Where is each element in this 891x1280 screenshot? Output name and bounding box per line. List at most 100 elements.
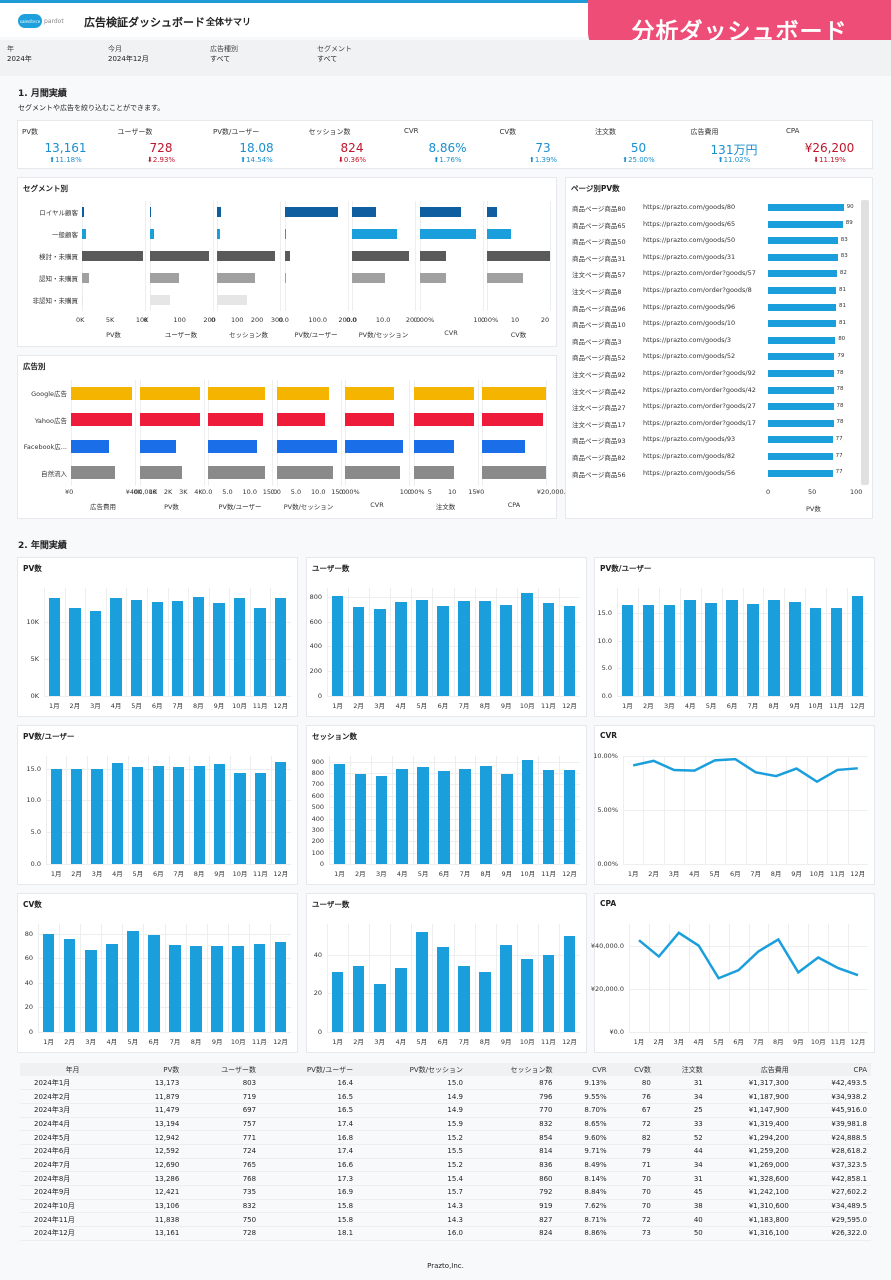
bar[interactable] (419, 273, 447, 283)
series-line[interactable] (638, 931, 859, 980)
bar[interactable] (50, 768, 62, 864)
bar[interactable] (217, 229, 220, 239)
bar[interactable] (213, 603, 225, 696)
bar[interactable] (521, 958, 534, 1032)
bar[interactable] (208, 386, 265, 400)
bar[interactable] (684, 599, 696, 696)
bar[interactable] (149, 273, 180, 283)
bar[interactable] (373, 609, 386, 696)
bar[interactable] (396, 769, 408, 864)
bar[interactable] (663, 604, 676, 696)
bar[interactable] (71, 386, 132, 400)
bar[interactable] (82, 251, 144, 261)
bar[interactable] (213, 764, 226, 864)
page-pv-bar[interactable] (768, 336, 836, 344)
bar[interactable] (413, 386, 475, 400)
bar[interactable] (487, 251, 550, 261)
bar[interactable] (82, 207, 85, 217)
bar[interactable] (169, 944, 181, 1032)
page-pv-bar[interactable] (768, 237, 838, 245)
bar[interactable] (416, 931, 428, 1032)
bar[interactable] (419, 251, 447, 261)
bar[interactable] (482, 466, 546, 480)
series-line[interactable] (632, 757, 858, 784)
page-pv-bar[interactable] (768, 287, 837, 294)
page-pv-bar[interactable] (768, 303, 837, 311)
bar[interactable] (438, 771, 450, 864)
bar[interactable] (352, 966, 365, 1032)
bar[interactable] (173, 767, 185, 864)
bar[interactable] (132, 767, 144, 864)
page-pv-bar[interactable] (768, 453, 833, 460)
bar[interactable] (345, 386, 394, 400)
bar[interactable] (642, 604, 655, 696)
bar[interactable] (217, 251, 275, 261)
bar[interactable] (345, 466, 400, 480)
bar[interactable] (621, 605, 634, 696)
bar[interactable] (82, 273, 89, 283)
bar[interactable] (217, 273, 255, 283)
page-pv-bar[interactable] (768, 204, 844, 211)
bar[interactable] (139, 413, 201, 427)
page-pv-bar[interactable] (768, 220, 843, 228)
bar[interactable] (419, 229, 477, 239)
bar[interactable] (563, 935, 576, 1032)
bar[interactable] (419, 207, 462, 217)
bar[interactable] (352, 606, 365, 696)
bar[interactable] (89, 610, 102, 696)
page-pv-bar[interactable] (768, 353, 835, 361)
bar[interactable] (71, 769, 83, 864)
bar[interactable] (500, 604, 512, 696)
bar[interactable] (275, 762, 287, 864)
bar[interactable] (394, 968, 407, 1032)
page-pv-bar[interactable] (768, 436, 833, 444)
bar[interactable] (193, 766, 205, 864)
bar[interactable] (459, 768, 471, 864)
bar[interactable] (69, 607, 81, 696)
filter-month[interactable]: 今月 2024年12月 (108, 44, 149, 64)
page-pv-bar[interactable] (768, 270, 837, 278)
bar[interactable] (352, 207, 376, 217)
bar[interactable] (479, 972, 491, 1032)
bar[interactable] (190, 946, 202, 1032)
bar[interactable] (809, 608, 822, 696)
page-pv-bar[interactable] (768, 370, 834, 377)
filter-year[interactable]: 年 2024年 (7, 44, 32, 64)
bar[interactable] (501, 773, 513, 864)
bar[interactable] (394, 602, 407, 696)
bar[interactable] (148, 935, 160, 1032)
bar[interactable] (563, 770, 576, 864)
bar[interactable] (130, 599, 143, 696)
bar[interactable] (149, 229, 154, 239)
bar[interactable] (254, 773, 266, 864)
bar[interactable] (352, 251, 409, 261)
bar[interactable] (482, 386, 546, 400)
bar[interactable] (345, 439, 403, 453)
bar[interactable] (284, 207, 339, 217)
scrollbar[interactable] (861, 200, 869, 485)
bar[interactable] (48, 597, 60, 696)
bar[interactable] (284, 229, 287, 239)
bar[interactable] (192, 597, 205, 696)
page-pv-bar[interactable] (768, 469, 833, 477)
bar[interactable] (413, 439, 455, 453)
bar[interactable] (333, 764, 346, 864)
bar[interactable] (768, 600, 780, 696)
bar[interactable] (284, 251, 290, 261)
bar[interactable] (413, 466, 455, 480)
bar[interactable] (91, 769, 103, 864)
bar[interactable] (830, 608, 843, 696)
bar[interactable] (208, 413, 263, 427)
bar[interactable] (71, 439, 109, 453)
bar[interactable] (563, 605, 576, 696)
page-pv-bar[interactable] (768, 253, 838, 261)
bar[interactable] (500, 945, 512, 1032)
bar[interactable] (149, 295, 171, 305)
bar[interactable] (521, 592, 534, 696)
bar[interactable] (63, 938, 76, 1032)
bar[interactable] (413, 413, 475, 427)
bar[interactable] (217, 207, 221, 217)
bar[interactable] (482, 413, 543, 427)
filter-segment[interactable]: セグメント すべて (317, 44, 352, 64)
bar[interactable] (789, 602, 801, 696)
